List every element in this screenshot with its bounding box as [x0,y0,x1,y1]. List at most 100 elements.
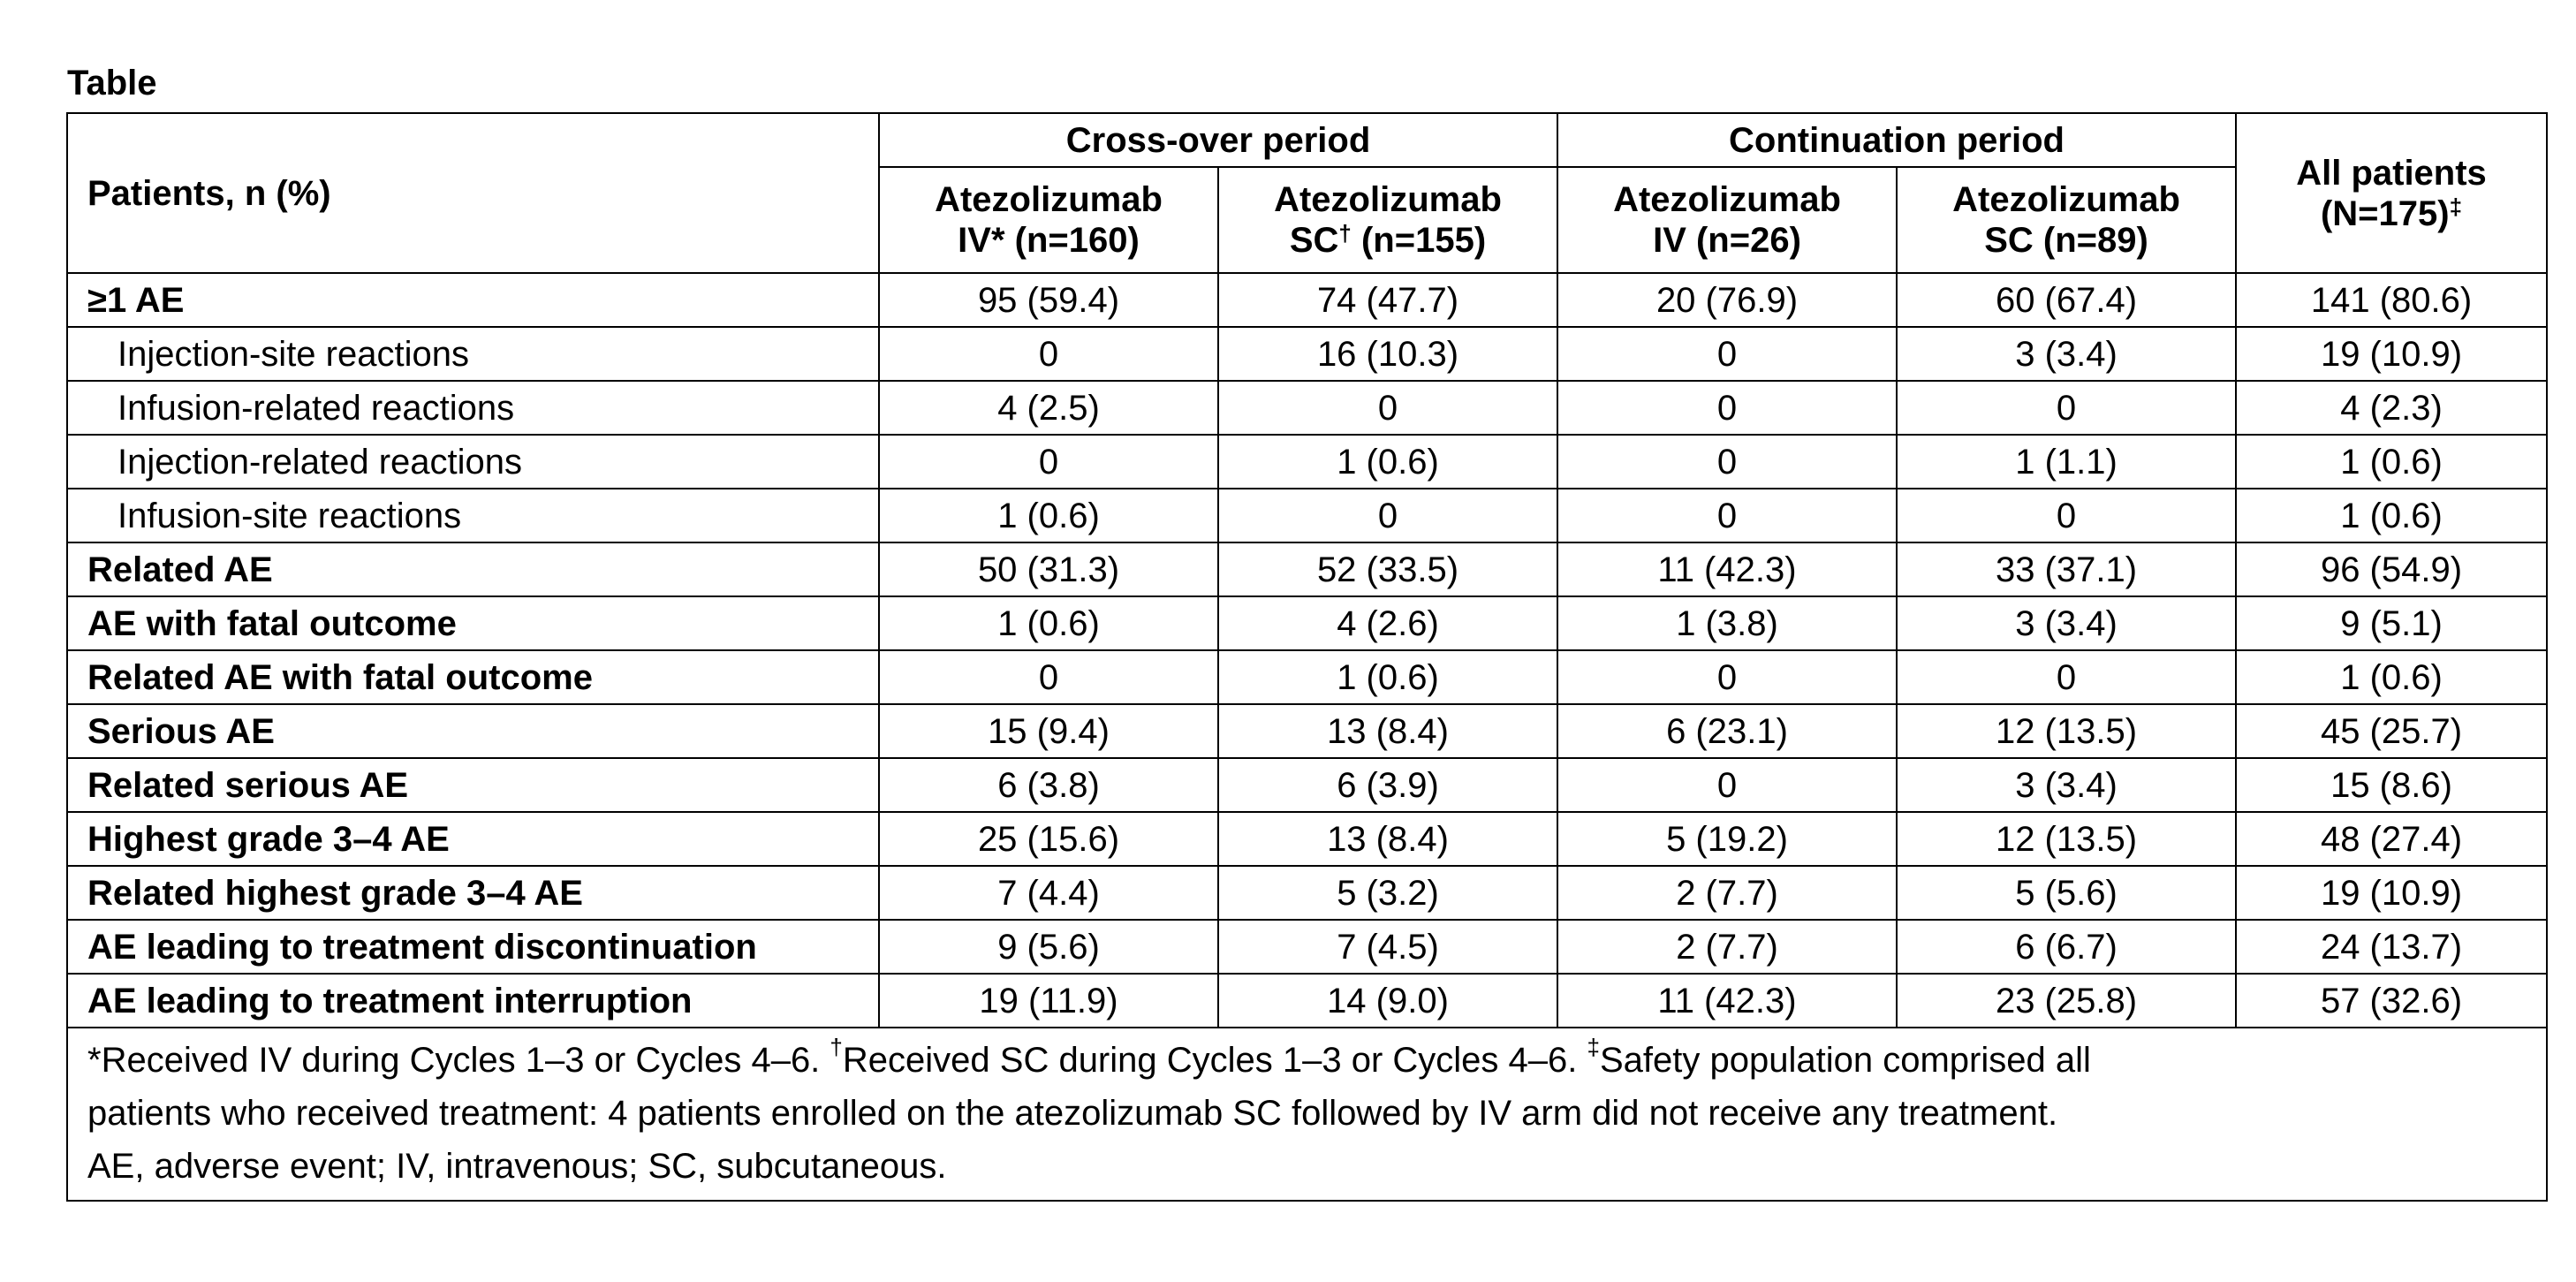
row-label: Related AE with fatal outcome [68,649,880,705]
all-patients-header-line2: (N=175)‡ [2320,193,2463,233]
table-row: ≥1 AE 95 (59.4) 74 (47.7) 20 (76.9) 60 (67.4… [68,272,2547,328]
table-cell: 20 (76.9) [1557,272,1898,328]
table-cell: 6 (3.8) [878,757,1219,813]
table-cell: 3 (3.4) [1895,757,2238,813]
table-cell: 14 (9.0) [1217,973,1558,1028]
table-row: AE with fatal outcome 1 (0.6) 4 (2.6) 1 (3.… [68,595,2547,651]
table-cell: 1 (0.6) [878,488,1219,543]
table-cell: 24 (13.7) [2235,919,2547,975]
table-cell: 52 (33.5) [1217,542,1558,597]
row-label: Related highest grade 3–4 AE [68,865,880,921]
table-cell: 1 (0.6) [878,595,1219,651]
table-cell: 0 [878,326,1219,382]
table-row: Infusion-related reactions 4 (2.5) 0 0 0 4 (2… [68,380,2547,436]
table-cell: 7 (4.4) [878,865,1219,921]
row-label: Related AE [68,542,880,597]
table-row: Related AE with fatal outcome 0 1 (0.6) 0 0 1… [68,649,2547,705]
row-label: Serious AE [68,703,880,759]
table-cell: 0 [1217,380,1558,436]
table-cell: 6 (23.1) [1557,703,1898,759]
row-label: ≥1 AE [68,272,880,328]
table-cell: 0 [1895,649,2238,705]
table-row: Serious AE 15 (9.4) 13 (8.4) 6 (23.1) 12 (13… [68,703,2547,759]
row-label: Highest grade 3–4 AE [68,811,880,867]
table-cell: 50 (31.3) [878,542,1219,597]
table-cell: 23 (25.8) [1895,973,2238,1028]
table-cell: 1 (0.6) [1217,649,1558,705]
table-row: Highest grade 3–4 AE 25 (15.6) 13 (8.4) 5 (… [68,811,2547,867]
table-cell: 5 (3.2) [1217,865,1558,921]
table-cell: 0 [1557,380,1898,436]
table-cell: 3 (3.4) [1895,326,2238,382]
table-cell: 19 (10.9) [2235,326,2547,382]
table-cell: 9 (5.6) [878,919,1219,975]
table-cell: 1 (0.6) [2235,488,2547,543]
table-cell: 11 (42.3) [1557,973,1898,1028]
table-cell: 2 (7.7) [1557,865,1898,921]
table-row: Related serious AE 6 (3.8) 6 (3.9) 0 3 (3.4)… [68,757,2547,813]
row-label: Infusion-related reactions [68,380,880,436]
table-cell: 96 (54.9) [2235,542,2547,597]
dagger-mark: † [1338,220,1352,247]
table-row: Related highest grade 3–4 AE 7 (4.4) 5 (3.… [68,865,2547,921]
row-label: AE leading to treatment interruption [68,973,880,1028]
table-row: AE leading to treatment discontinuation 9… [68,919,2547,975]
table-row: AE leading to treatment interruption 19 (… [68,973,2547,1028]
table-cell: 60 (67.4) [1895,272,2238,328]
table-cell: 6 (6.7) [1895,919,2238,975]
table-cell: 45 (25.7) [2235,703,2547,759]
table-cell: 1 (1.1) [1895,434,2238,489]
table-cell: 0 [1557,326,1898,382]
table-cell: 15 (8.6) [2235,757,2547,813]
table-row: Injection-site reactions 0 16 (10.3) 0 3 (3.… [68,326,2547,382]
table-cell: 4 (2.3) [2235,380,2547,436]
table-cell: 11 (42.3) [1557,542,1898,597]
table-cell: 9 (5.1) [2235,595,2547,651]
double-dagger-mark: ‡ [2449,193,2463,220]
table-cell: 0 [878,649,1219,705]
row-label: Infusion-site reactions [68,488,880,543]
table-cell: 141 (80.6) [2235,272,2547,328]
table-cell: 12 (13.5) [1895,811,2238,867]
table-cell: 0 [1217,488,1558,543]
table-cell: 7 (4.5) [1217,919,1558,975]
group-header-crossover: Cross-over period [878,114,1558,168]
table-title: Table [67,64,157,102]
table-cell: 95 (59.4) [878,272,1219,328]
row-label: AE with fatal outcome [68,595,880,651]
row-label: AE leading to treatment discontinuation [68,919,880,975]
table-cell: 15 (9.4) [878,703,1219,759]
table-cell: 74 (47.7) [1217,272,1558,328]
column-header-iv-continuation: Atezolizumab IV (n=26) [1557,166,1898,274]
row-label-header: Patients, n (%) [68,114,880,274]
table-row: Infusion-site reactions 1 (0.6) 0 0 0 1 (0.6) [68,488,2547,543]
footnote-line-3: AE, adverse event; IV, intravenous; SC, … [87,1147,947,1186]
table-cell: 33 (37.1) [1895,542,2238,597]
table-cell: 12 (13.5) [1895,703,2238,759]
table-row: Related AE 50 (31.3) 52 (33.5) 11 (42.3) 33 … [68,542,2547,597]
table-cell: 16 (10.3) [1217,326,1558,382]
group-header-continuation: Continuation period [1556,114,2238,168]
all-patients-header: All patients (N=175)‡ [2235,114,2547,274]
table-cell: 57 (32.6) [2235,973,2547,1028]
column-header-sc-continuation: Atezolizumab SC (n=89) [1895,166,2237,274]
table-body: ≥1 AE 95 (59.4) 74 (47.7) 20 (76.9) 60 (67.4… [68,272,2547,1028]
table-cell: 2 (7.7) [1557,919,1898,975]
table-cell: 1 (0.6) [2235,434,2547,489]
adverse-events-table: Patients, n (%) Cross-over period Contin… [68,114,2547,1028]
table-cell: 4 (2.5) [878,380,1219,436]
table-cell: 4 (2.6) [1217,595,1558,651]
table-cell: 0 [1557,649,1898,705]
all-patients-header-line1: All patients [2296,153,2487,193]
row-label: Injection-related reactions [68,434,880,489]
table-cell: 13 (8.4) [1217,703,1558,759]
table-cell: 0 [1895,488,2238,543]
table-cell: 0 [1557,757,1898,813]
table-cell: 0 [1557,488,1898,543]
row-label: Related serious AE [68,757,880,813]
table-cell: 1 (0.6) [2235,649,2547,705]
ae-table-frame: Patients, n (%) Cross-over period Contin… [66,112,2548,1202]
footnote-line-2: patients who received treatment: 4 patie… [87,1094,2058,1133]
table-cell: 25 (15.6) [878,811,1219,867]
table-cell: 0 [878,434,1219,489]
